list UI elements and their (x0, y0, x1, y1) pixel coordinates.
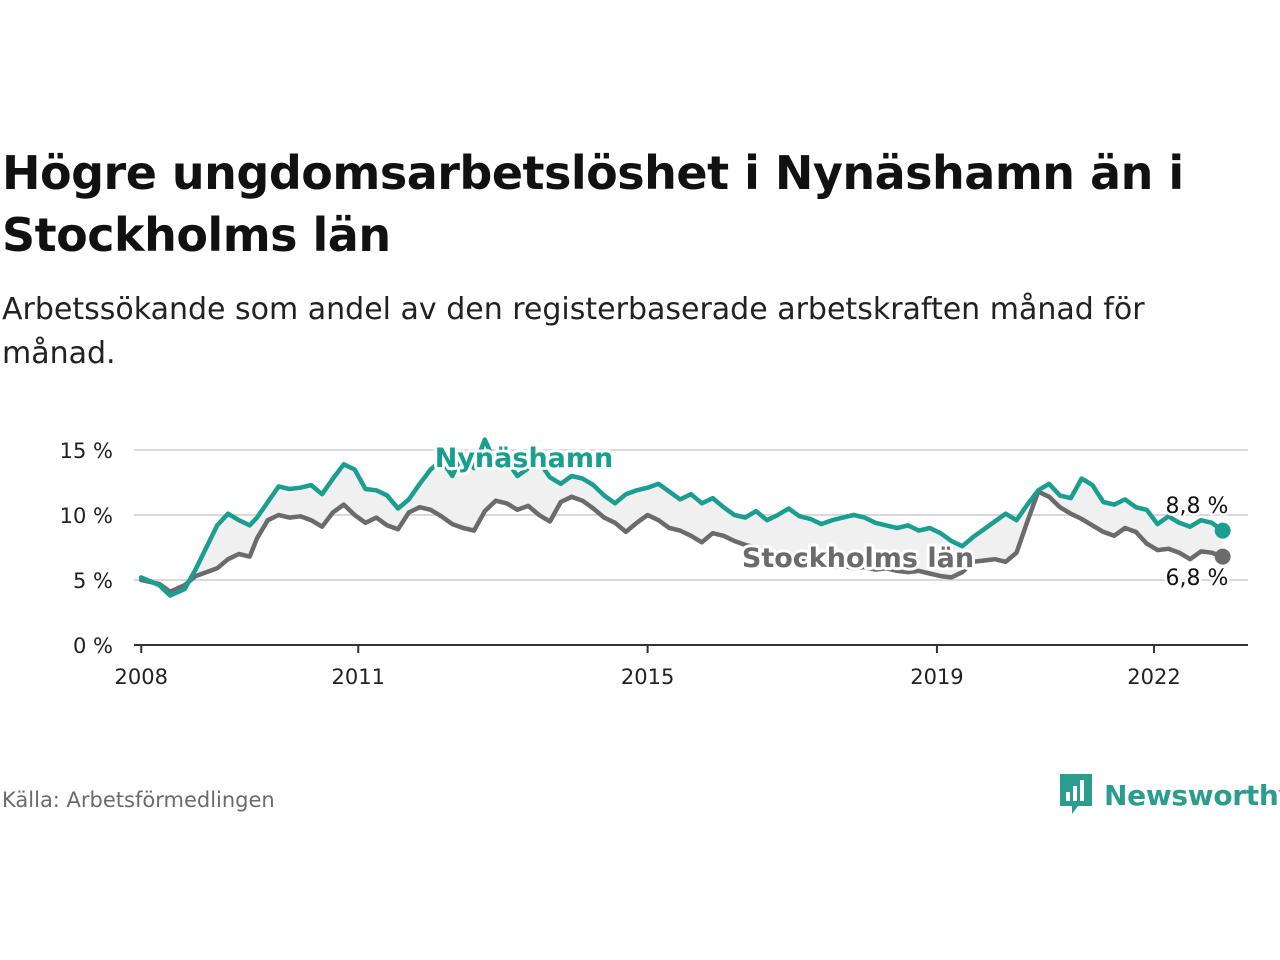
chart-subtitle: Arbetssökande som andel av den registerb… (2, 292, 1145, 371)
end-label-stockholm: 6,8 % (1166, 566, 1229, 591)
y-tick-label: 10 % (60, 504, 113, 528)
y-tick-label: 0 % (73, 634, 113, 658)
difference-band (141, 439, 1223, 596)
x-axis-ticks: 2008 2011 2015 2019 2022 (115, 645, 1181, 689)
newsworthy-chart-icon (1060, 774, 1092, 814)
source-note: Källa: Arbetsförmedlingen (2, 788, 275, 812)
end-point-nynashamn (1214, 522, 1231, 539)
end-point-stockholm (1214, 548, 1231, 565)
x-tick-label: 2015 (621, 665, 674, 689)
x-tick-label: 2008 (115, 665, 168, 689)
series-label-stockholm: Stockholms län (742, 543, 974, 574)
x-tick-label: 2022 (1127, 665, 1180, 689)
y-axis-ticks: 0 % 5 % 10 % 15 % (60, 439, 113, 658)
brand-logo[interactable]: Newsworthy (1058, 772, 1280, 818)
chart-title: Högre ungdomsarbetslöshet i Nynäshamn än… (2, 146, 1184, 262)
brand-name: Newsworthy (1104, 778, 1280, 812)
end-label-nynashamn: 8,8 % (1166, 494, 1229, 519)
y-tick-label: 5 % (73, 569, 113, 593)
y-tick-label: 15 % (60, 439, 113, 463)
x-tick-label: 2019 (910, 665, 963, 689)
series-label-nynashamn: Nynäshamn (435, 443, 614, 474)
line-chart: 0 % 5 % 10 % 15 % 2008 2011 2015 2019 2022 Nynä… (60, 437, 1248, 689)
series-line-stockholm (138, 489, 1225, 594)
x-tick-label: 2011 (332, 665, 385, 689)
series-line-nynashamn (138, 437, 1225, 598)
